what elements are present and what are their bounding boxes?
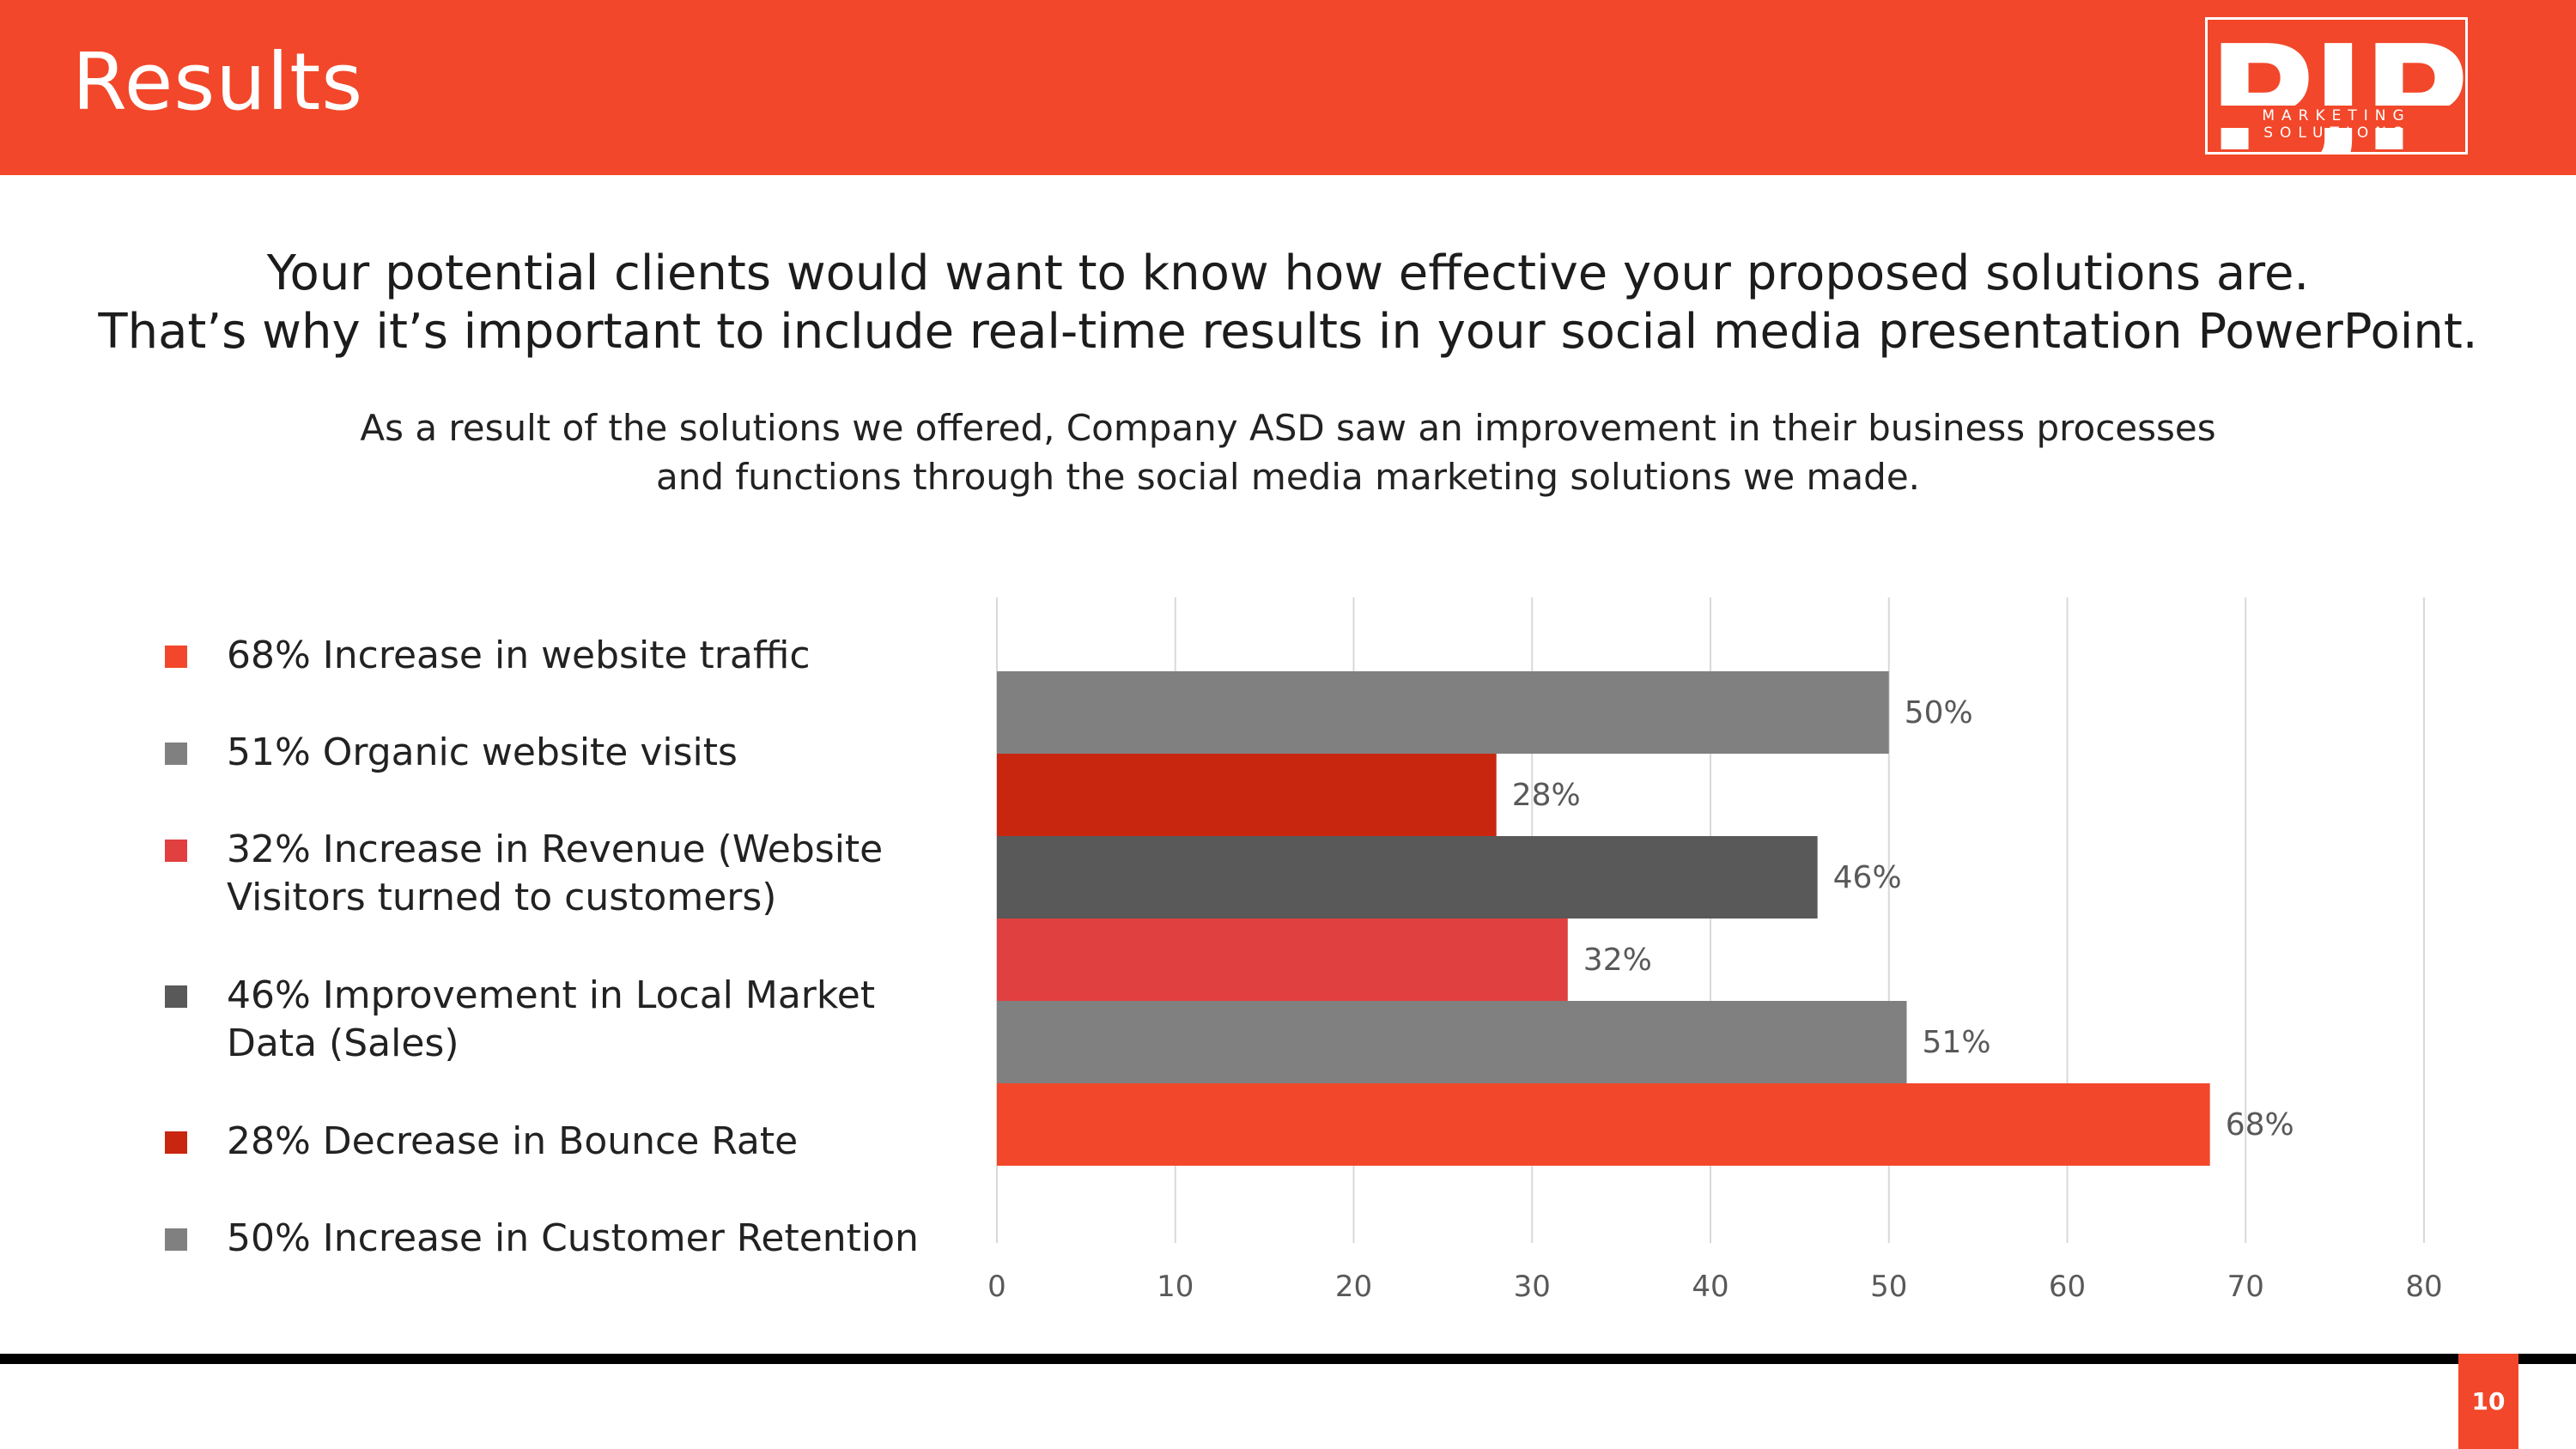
bar	[997, 836, 1818, 919]
legend-label-line: 51% Organic website visits	[227, 731, 738, 774]
data-label: 51%	[1923, 1025, 1991, 1060]
x-tick-label: 40	[1692, 1270, 1728, 1304]
legend-swatch	[165, 840, 187, 862]
sub-line: As a result of the solutions we offered,…	[360, 407, 2216, 449]
lead-text: Your potential clients would want to kno…	[0, 245, 2576, 361]
legend-label-line: 68% Increase in website traffic	[227, 634, 811, 677]
data-label: 50%	[1905, 695, 1973, 731]
lead-line: Your potential clients would want to kno…	[266, 246, 2310, 301]
sub-line: and functions through the social media m…	[655, 456, 1921, 498]
bar	[997, 1083, 2210, 1166]
legend-label: 50% Increase in Customer Retention	[227, 1215, 965, 1263]
legend-label-line: 32% Increase in Revenue (Website	[227, 828, 884, 871]
legend-swatch	[165, 646, 187, 668]
header-bar: Results PJP MARKETING SOLUTIONS	[0, 0, 2576, 175]
legend-label: 51% Organic website visits	[227, 729, 965, 777]
x-tick-label: 20	[1335, 1270, 1372, 1304]
legend-label: 32% Increase in Revenue (Website Visitors…	[227, 826, 965, 922]
x-tick-label: 80	[2405, 1270, 2442, 1304]
logo-subtitle: MARKETING SOLUTIONS	[2262, 107, 2411, 142]
legend-swatch	[165, 1228, 187, 1251]
logo-band	[2208, 106, 2465, 128]
footer-line	[0, 1354, 2576, 1364]
legend-label-line: 50% Increase in Customer Retention	[227, 1216, 919, 1260]
legend-label-line: Data (Sales)	[227, 1022, 459, 1065]
x-tick-label: 10	[1157, 1270, 1194, 1304]
data-label: 68%	[2226, 1107, 2294, 1143]
legend-label: 68% Increase in website traffic	[227, 632, 965, 680]
legend-swatch	[165, 1131, 187, 1154]
logo-mark: PJP	[2208, 17, 2466, 155]
legend-swatch	[165, 743, 187, 765]
x-tick-label: 60	[2049, 1270, 2086, 1304]
sub-text: As a result of the solutions we offered,…	[0, 403, 2576, 501]
x-tick-label: 0	[987, 1270, 1006, 1304]
legend-label-line: Visitors turned to customers)	[227, 876, 777, 919]
page-number: 10	[2458, 1354, 2518, 1449]
data-label: 28%	[1512, 778, 1581, 813]
legend-label: 28% Decrease in Bounce Rate	[227, 1118, 965, 1166]
data-label: 46%	[1833, 860, 1902, 895]
page-title: Results	[72, 36, 364, 128]
x-tick-label: 30	[1514, 1270, 1551, 1304]
legend-swatch	[165, 985, 187, 1008]
x-tick-label: 50	[1870, 1270, 1907, 1304]
legend-label-line: 28% Decrease in Bounce Rate	[227, 1119, 799, 1163]
company-logo: PJP MARKETING SOLUTIONS	[2205, 17, 2468, 155]
x-tick-label: 70	[2227, 1270, 2264, 1304]
bar	[997, 919, 1568, 1001]
legend-label: 46% Improvement in Local Market Data (Sal…	[227, 972, 965, 1068]
bar	[997, 754, 1497, 836]
bar	[997, 1001, 1907, 1083]
lead-line: That’s why it’s important to include rea…	[98, 304, 2478, 360]
legend-label-line: 46% Improvement in Local Market	[227, 973, 876, 1017]
bar	[997, 671, 1889, 754]
data-label: 32%	[1583, 943, 1652, 978]
